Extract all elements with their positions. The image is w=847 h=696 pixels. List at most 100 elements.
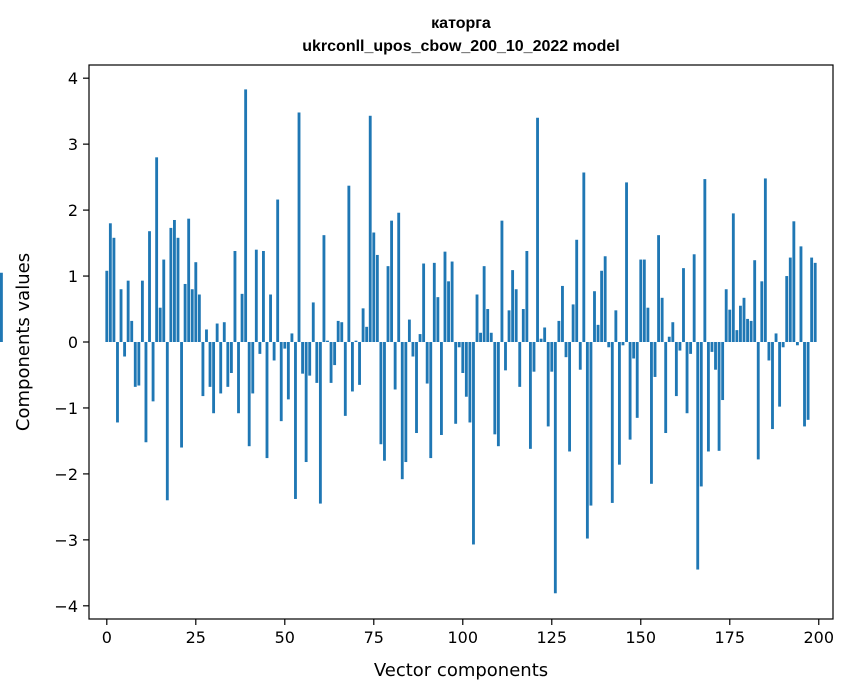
bar (507, 310, 511, 342)
bar (553, 342, 557, 594)
x-tick-label: 25 (186, 628, 206, 647)
bar (411, 342, 415, 357)
bar (183, 283, 187, 342)
bar (400, 342, 404, 480)
bar (247, 342, 251, 447)
bar (667, 336, 671, 342)
bar (165, 342, 169, 501)
bar (365, 326, 369, 342)
bar (781, 342, 785, 348)
bar (297, 112, 301, 343)
bar (251, 342, 255, 394)
bar (326, 340, 329, 342)
bar (244, 89, 248, 343)
bar (361, 308, 365, 342)
bar (279, 342, 283, 422)
bar (169, 227, 173, 342)
bar (407, 319, 411, 342)
bar (493, 342, 497, 435)
bar (788, 257, 792, 342)
bar (272, 342, 276, 361)
x-tick-label: 125 (537, 628, 568, 647)
bar (756, 342, 760, 460)
bar (443, 251, 447, 342)
bar (137, 342, 141, 386)
bar (685, 342, 689, 414)
bar (749, 320, 753, 342)
bar (422, 263, 426, 342)
bar (813, 262, 817, 342)
bar (603, 256, 607, 342)
bar (504, 342, 507, 371)
bar (571, 304, 575, 342)
y-tick-label: 0 (68, 333, 78, 352)
bar (301, 342, 305, 374)
x-tick-label: 75 (364, 628, 384, 647)
bar (340, 322, 344, 342)
bar (617, 342, 621, 465)
bar (447, 281, 450, 342)
bar (746, 318, 749, 342)
bar (614, 310, 618, 342)
bar (739, 305, 742, 342)
bar (304, 342, 308, 463)
bar (607, 342, 611, 348)
bar (190, 289, 194, 342)
bar (254, 249, 258, 342)
bar (731, 213, 735, 342)
bar (386, 266, 390, 342)
bar (440, 342, 443, 435)
bar (258, 342, 262, 354)
bar (714, 342, 717, 370)
bar (375, 254, 379, 342)
bar (0, 272, 3, 342)
bar (276, 199, 280, 342)
bar (219, 342, 223, 394)
bar (735, 330, 739, 342)
bar (528, 342, 532, 449)
bar (336, 320, 340, 342)
bar (415, 342, 418, 434)
bar (482, 266, 486, 342)
bar (205, 329, 208, 342)
bar (657, 235, 660, 342)
bar (696, 342, 700, 570)
bar (521, 309, 525, 342)
bar (585, 342, 589, 539)
chart-title: каторга (431, 15, 491, 32)
y-tick-label: −3 (54, 531, 78, 550)
bar (383, 342, 386, 461)
bar (500, 220, 504, 342)
y-tick-label: −1 (54, 399, 78, 418)
bar (144, 342, 148, 443)
bar (197, 294, 201, 342)
bar (660, 297, 664, 342)
bar (568, 342, 571, 452)
bar (173, 219, 176, 342)
bar (753, 260, 757, 342)
bar (699, 342, 703, 487)
bar (785, 276, 789, 342)
bar (126, 280, 130, 342)
bar (596, 324, 600, 342)
bar (151, 342, 155, 402)
bar (333, 342, 337, 366)
bar (208, 342, 212, 387)
bar (671, 322, 675, 342)
bar (155, 157, 159, 342)
bar (318, 342, 322, 504)
bar (290, 333, 294, 342)
bar (628, 342, 632, 440)
bar (724, 289, 728, 342)
bar (625, 182, 628, 342)
bar (358, 342, 361, 385)
bar (472, 342, 475, 545)
bar (525, 250, 529, 342)
bar (489, 332, 493, 342)
bar (771, 342, 774, 430)
bar (133, 342, 137, 387)
bar (418, 334, 422, 342)
bar (201, 342, 205, 397)
bar (269, 294, 272, 342)
bar (457, 342, 461, 348)
